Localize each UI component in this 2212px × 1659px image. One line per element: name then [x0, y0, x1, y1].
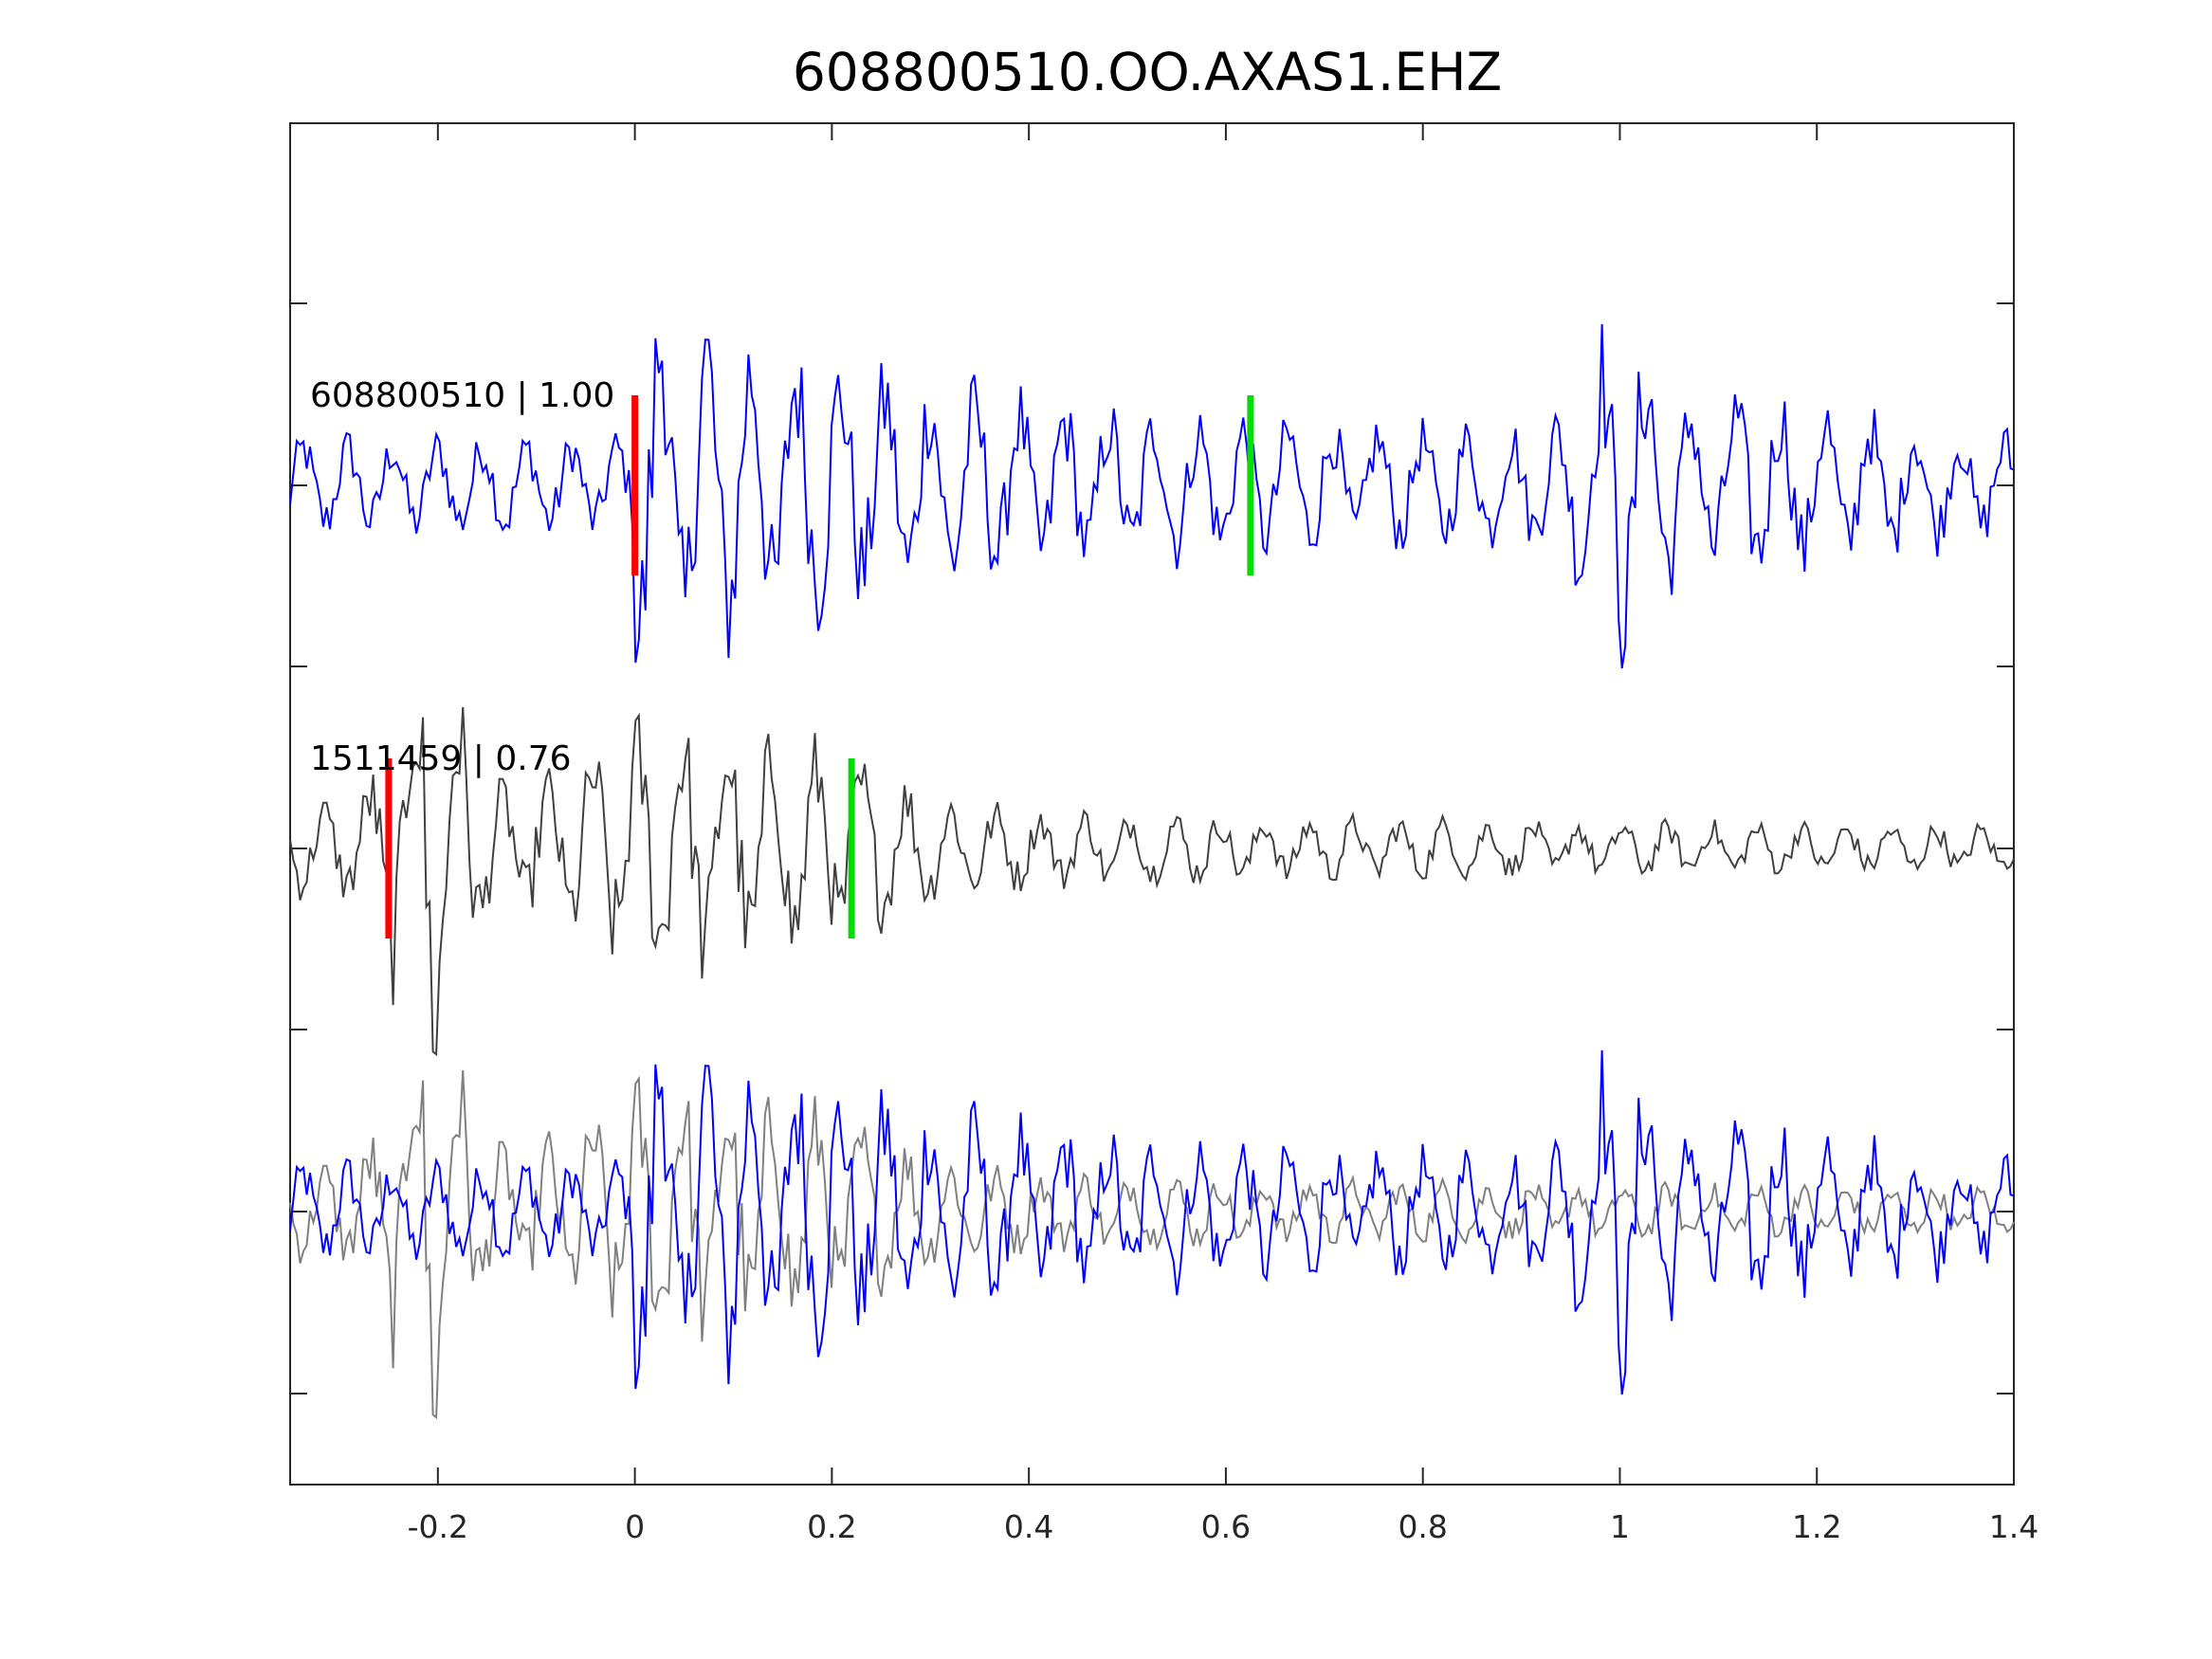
- y-axis-ticks: [290, 302, 2014, 1395]
- phase-markers: [385, 395, 1254, 939]
- x-tick-label: 1: [1610, 1508, 1630, 1545]
- x-tick-label: -0.2: [408, 1508, 468, 1545]
- trace-1511459: [289, 706, 2015, 1057]
- x-axis-ticks: -0.2 0 0.2 0.4 0.6 0.8 1 1.2 1.4: [408, 123, 2038, 1545]
- chart-title: 608800510.OO.AXAS1.EHZ: [793, 42, 1502, 102]
- x-tick-label: 1.4: [1989, 1508, 2038, 1545]
- plot-frame: [289, 122, 2015, 1486]
- x-tick-label: 0.4: [1004, 1508, 1053, 1545]
- waveform-traces: [289, 323, 2015, 1420]
- overlay-trace-608800510: [289, 1049, 2015, 1395]
- x-tick-label: 0.6: [1201, 1508, 1251, 1545]
- x-tick-label: 0: [625, 1508, 645, 1545]
- x-tick-label: 1.2: [1792, 1508, 1841, 1545]
- overlay-trace-1511459: [289, 1069, 2015, 1420]
- x-tick-label: 0.2: [807, 1508, 856, 1545]
- x-tick-label: 0.8: [1398, 1508, 1447, 1545]
- trace-labels: 608800510 | 1.00 1511459 | 0.76: [310, 376, 614, 778]
- trace-608800510: [289, 323, 2015, 669]
- trace-label: 1511459 | 0.76: [310, 739, 572, 778]
- trace-label: 608800510 | 1.00: [310, 376, 614, 415]
